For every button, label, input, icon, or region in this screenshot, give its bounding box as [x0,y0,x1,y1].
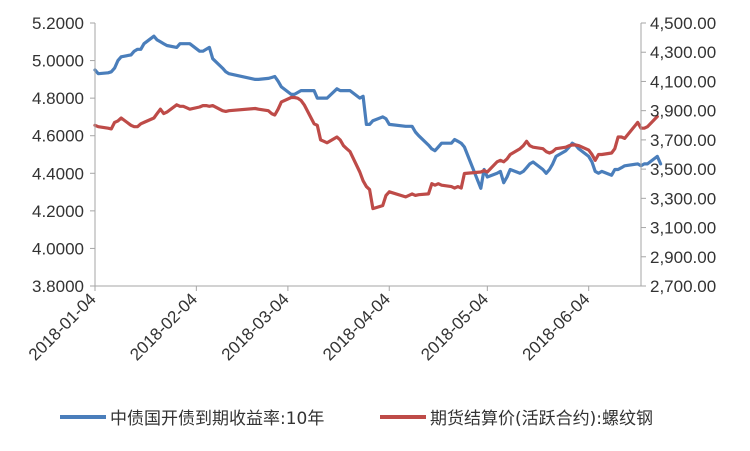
left-tick-label: 5.0000 [32,52,84,71]
plot-area [93,34,663,211]
left-tick-label: 4.2000 [32,202,84,221]
left-tick-label: 4.4000 [32,164,84,183]
right-tick-label: 3,100.00 [650,219,716,238]
legend-entry-rebar: 期货结算价(活跃合约):螺纹钢 [380,409,653,429]
left-tick-label: 4.8000 [32,89,84,108]
right-tick-label: 3,500.00 [650,160,716,179]
left-tick-label: 4.0000 [32,239,84,258]
right-tick-label: 3,700.00 [650,131,716,150]
legend-label-yield: 中债国开债到期收益率:10年 [110,409,324,429]
right-tick-label: 4,500.00 [650,14,716,33]
left-tick-label: 4.6000 [32,127,84,146]
left-tick-label: 5.2000 [32,14,84,33]
x-tick-label: 2018-06-04 [519,289,594,364]
x-tick-label: 2018-04-04 [319,289,394,364]
left-y-axis: 3.8000 4.0000 4.2000 4.4000 4.6000 4.8000 5.00… [32,14,96,296]
legend-entry-yield: 中债国开债到期收益率:10年 [60,409,324,429]
left-tick-label: 3.8000 [32,277,84,296]
right-tick-label: 4,300.00 [650,43,716,62]
x-tick-label: 2018-01-04 [25,289,100,364]
legend: 中债国开债到期收益率:10年 期货结算价(活跃合约):螺纹钢 [60,409,653,429]
right-tick-label: 3,300.00 [650,189,716,208]
right-tick-label: 4,100.00 [650,72,716,91]
series-line-rebar [93,95,659,211]
x-tick-label: 2018-03-04 [218,289,293,364]
right-tick-label: 2,900.00 [650,248,716,267]
legend-label-rebar: 期货结算价(活跃合约):螺纹钢 [430,409,653,429]
right-tick-label: 2,700.00 [650,277,716,296]
x-tick-label: 2018-05-04 [417,289,492,364]
series-line-yield [93,34,663,190]
right-y-axis: 2,700.00 2,900.00 3,100.00 3,300.00 3,500.00… [640,14,716,296]
x-tick-label: 2018-02-04 [126,289,201,364]
right-tick-label: 3,900.00 [650,102,716,121]
x-axis: 2018-01-04 2018-02-04 2018-03-04 2018-04-04… [25,285,641,364]
